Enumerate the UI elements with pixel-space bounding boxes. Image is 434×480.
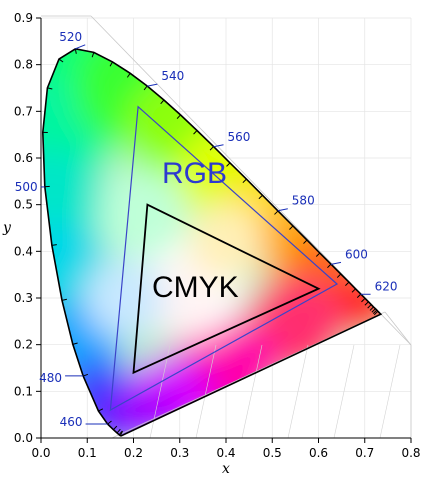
wavelength-leader [75,44,86,50]
y-tick-label: 0.5 [14,198,33,212]
cmyk-gamut-triangle [132,203,321,375]
x-tick-label: 0.4 [216,446,235,460]
wavelength-leader [147,83,158,87]
wavelength-label-620: 620 [375,279,398,293]
x-tick-label: 0.2 [124,446,143,460]
x-tick-label: 0.6 [309,446,328,460]
y-tick-label: 0.6 [14,151,33,165]
y-tick-label: 0.3 [14,291,33,305]
y-tick-label: 0.0 [14,431,33,445]
wavelength-label-600: 600 [345,247,368,261]
wavelength-label-540: 540 [161,69,184,83]
x-tick-label: 0.0 [31,446,50,460]
y-tick-label: 0.1 [14,384,33,398]
x-tick-label: 0.3 [170,446,189,460]
wavelength-ticks [42,48,379,436]
x-tick-label: 0.8 [401,446,420,460]
x-axis-title: x [222,461,230,477]
x-tick-label: 0.1 [78,446,97,460]
wavelength-label-480: 480 [39,371,62,385]
y-tick-label: 0.2 [14,338,33,352]
wavelength-labels: 460 480 500 520 540 560 580 600 620 [15,30,398,429]
y-axis-ticks: 0.0 0.1 0.2 0.3 0.4 0.5 0.6 0.7 0.8 0.9 [14,11,41,445]
wavelength-label-460: 460 [60,415,83,429]
wavelength-leader [213,144,224,148]
cmyk-gamut-label: CMYK [152,271,239,304]
wavelength-label-520: 520 [59,30,82,44]
x-tick-label: 0.5 [263,446,282,460]
y-axis-title: y [2,220,12,236]
wavelength-leader [277,208,288,212]
wavelength-label-500: 500 [15,180,38,194]
wavelength-label-580: 580 [292,194,315,208]
wavelength-leader [330,261,342,265]
y-tick-label: 0.8 [14,58,33,72]
x-tick-label: 0.7 [355,446,374,460]
x-axis-ticks: 0.0 0.1 0.2 0.3 0.4 0.5 0.6 0.7 0.8 [31,438,421,460]
y-tick-label: 0.7 [14,104,33,118]
y-tick-label: 0.4 [14,244,33,258]
y-tick-label: 0.9 [14,11,33,25]
rgb-gamut-triangle [109,105,339,412]
rgb-gamut-label: RGB [162,157,227,190]
wavelength-label-560: 560 [228,130,251,144]
